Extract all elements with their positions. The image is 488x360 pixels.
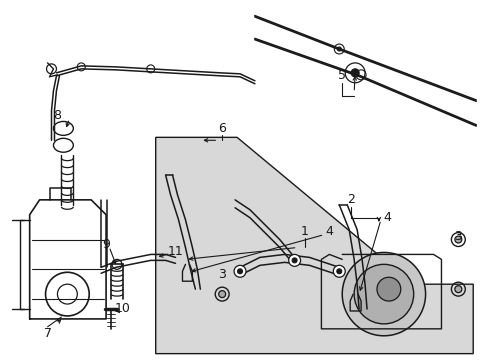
Circle shape bbox=[454, 236, 461, 243]
Circle shape bbox=[237, 269, 242, 274]
Text: 8: 8 bbox=[53, 109, 61, 122]
Circle shape bbox=[376, 277, 400, 301]
Text: 1: 1 bbox=[300, 225, 308, 238]
Circle shape bbox=[337, 47, 341, 51]
Text: 6: 6 bbox=[218, 122, 225, 135]
Circle shape bbox=[218, 291, 225, 298]
Text: 9: 9 bbox=[102, 238, 110, 251]
Text: 7: 7 bbox=[43, 327, 51, 340]
Circle shape bbox=[454, 286, 461, 293]
Circle shape bbox=[342, 252, 425, 336]
Text: 4: 4 bbox=[325, 225, 333, 238]
Text: 5: 5 bbox=[338, 69, 346, 82]
Text: 4: 4 bbox=[382, 211, 390, 224]
Text: 3: 3 bbox=[218, 268, 225, 281]
Circle shape bbox=[353, 264, 413, 324]
Polygon shape bbox=[155, 137, 472, 354]
Circle shape bbox=[350, 69, 358, 77]
Circle shape bbox=[234, 265, 245, 277]
Circle shape bbox=[336, 269, 341, 274]
Text: 2: 2 bbox=[346, 193, 354, 206]
Circle shape bbox=[291, 258, 297, 263]
Circle shape bbox=[333, 265, 345, 277]
Text: 10: 10 bbox=[115, 302, 131, 315]
Text: 11: 11 bbox=[167, 245, 183, 258]
Circle shape bbox=[288, 255, 300, 266]
Text: 3: 3 bbox=[453, 230, 461, 243]
